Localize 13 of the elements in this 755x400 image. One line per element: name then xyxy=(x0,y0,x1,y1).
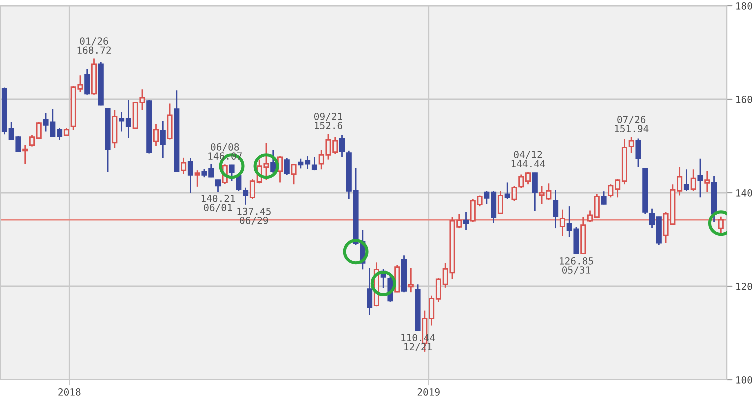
annotation: 07/26 151.94 xyxy=(615,116,649,133)
y-tick-label: 160 xyxy=(736,96,752,104)
annotation: 01/26 168.72 xyxy=(78,38,111,54)
annotation: 126.85 05/31 xyxy=(560,257,594,275)
y-tick-label: 180 xyxy=(736,2,752,10)
annotation: 140.21 06/01 xyxy=(202,195,236,212)
y-tick-label: 120 xyxy=(736,283,752,290)
x-tick-label: 2019 xyxy=(418,388,440,396)
annotation: 04/12 144.44 xyxy=(512,151,546,168)
y-tick-label: 100 xyxy=(736,376,752,384)
x-tick-label: 2018 xyxy=(58,388,81,396)
annotation: 09/21 152.6 xyxy=(314,112,342,130)
y-tick-label: 140 xyxy=(736,190,752,197)
